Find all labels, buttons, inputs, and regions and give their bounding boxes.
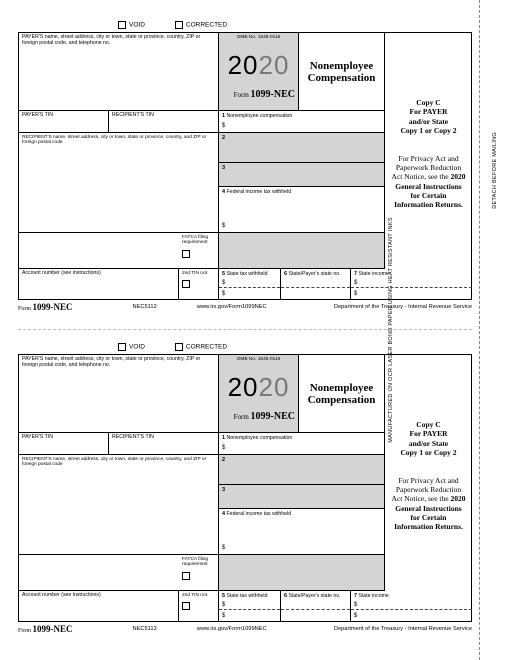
form-1099-nec-top: VOID CORRECTED PAYER'S name, street addr… xyxy=(18,18,472,314)
box-6[interactable]: 6 State/Payer's state no. xyxy=(281,591,351,622)
box-4-label: Federal income tax withheld xyxy=(227,189,292,195)
tin-not-checkbox[interactable] xyxy=(182,602,190,610)
box-1[interactable]: 1 Nonemployee compensation $ xyxy=(219,111,385,133)
recipient-tin-box[interactable]: RECIPIENT'S TIN xyxy=(109,433,219,455)
box-1-label: Nonemployee compensation xyxy=(227,113,293,119)
payer-tin-box[interactable]: PAYER'S TIN xyxy=(19,111,109,133)
page: MANUFACTURED ON OCR LASER BOND PAPER USI… xyxy=(0,0,510,660)
account-number-box[interactable]: Account number (see instructions) xyxy=(19,591,179,622)
box-7-label: State income xyxy=(359,271,389,277)
box-7[interactable]: 7 State income $ $ xyxy=(351,591,472,622)
tin-not-box: 2nd TIN not. xyxy=(179,269,219,300)
form-grid: PAYER'S name, street address, city or to… xyxy=(18,354,472,622)
footer-dept: Department of the Treasury - Internal Re… xyxy=(334,304,472,310)
recipient-name-address-box[interactable]: RECIPIENT'S name, street address, city o… xyxy=(19,133,219,233)
void-option: VOID xyxy=(118,21,145,29)
void-corrected-row: VOID CORRECTED xyxy=(18,340,472,354)
privacy-notice: For Privacy Act and Paperwork Reduction … xyxy=(388,151,469,213)
form-title: Nonemployee Compensation xyxy=(302,60,381,84)
box-6[interactable]: 6 State/Payer's state no. xyxy=(281,269,351,300)
box-5[interactable]: 5 State tax withheld $ $ xyxy=(219,591,281,622)
dollar-sign: $ xyxy=(222,123,225,130)
void-option: VOID xyxy=(118,343,145,351)
footer-form: Form 1099-NEC xyxy=(18,302,73,312)
corrected-label: CORRECTED xyxy=(186,22,227,29)
form-title-box: Nonemployee Compensation xyxy=(299,355,385,433)
payer-name-label: PAYER'S name, street address, city or to… xyxy=(22,34,200,46)
copy-sub3: Copy 1 or Copy 2 xyxy=(400,126,456,135)
omb-year-box: OMB No. 1545-0116 2020 Form 1099-NEC xyxy=(219,33,299,111)
corrected-option: CORRECTED xyxy=(175,21,227,29)
detach-note: DETACH BEFORE MAILING xyxy=(492,132,498,209)
blank-left-box xyxy=(19,233,179,269)
box-3: 3 xyxy=(219,163,385,187)
payer-tin-box[interactable]: PAYER'S TIN xyxy=(19,433,109,455)
horizontal-perforation xyxy=(18,329,472,330)
footer-code: NEC5112 xyxy=(133,304,157,310)
tax-year: 2020 xyxy=(222,50,295,81)
void-label: VOID xyxy=(129,22,145,29)
box-6-label: State/Payer's state no. xyxy=(289,271,341,277)
box-2: 2 xyxy=(219,133,385,163)
box-4[interactable]: 4 Federal income tax withheld $ xyxy=(219,187,385,233)
fatca-box: FATCA filing requirement xyxy=(179,233,219,269)
copy-sub2: and/or State xyxy=(409,117,448,126)
corrected-option: CORRECTED xyxy=(175,343,227,351)
tin-not-label: 2nd TIN not. xyxy=(182,271,208,276)
box-2: 2 xyxy=(219,455,385,485)
void-corrected-row: VOID CORRECTED xyxy=(18,18,472,32)
fatca-checkbox[interactable] xyxy=(182,572,190,580)
box-5[interactable]: 5 State tax withheld $ $ xyxy=(219,269,281,300)
copy-sub1: For PAYER xyxy=(410,107,448,116)
footer-bar: Form 1099-NEC NEC5112 www.irs.gov/Form10… xyxy=(18,622,472,636)
copy-info-box: Copy C For PAYER and/or State Copy 1 or … xyxy=(385,33,472,269)
copy-heading: Copy C xyxy=(416,98,440,107)
box-4[interactable]: 4 Federal income tax withheld $ xyxy=(219,509,385,555)
account-number-label: Account number (see instructions) xyxy=(22,270,101,276)
payer-name-address-box[interactable]: PAYER'S name, street address, city or to… xyxy=(19,33,219,111)
shaded-below-4 xyxy=(219,233,385,269)
void-checkbox[interactable] xyxy=(118,21,126,29)
omb-year-box: OMB No. 1545-0116 2020 Form 1099-NEC xyxy=(219,355,299,433)
recipient-name-address-box[interactable]: RECIPIENT'S name, street address, city o… xyxy=(19,455,219,555)
fatca-label: FATCA filing requirement xyxy=(182,235,208,245)
vertical-perforation xyxy=(479,0,480,660)
box-5-label: State tax withheld xyxy=(227,271,268,277)
fatca-box: FATCA filing requirement xyxy=(179,555,219,591)
payer-tin-label: PAYER'S TIN xyxy=(22,112,53,118)
dollar-sign: $ xyxy=(222,223,225,230)
void-checkbox[interactable] xyxy=(118,343,126,351)
form-grid: PAYER'S name, street address, city or to… xyxy=(18,32,472,300)
box-1[interactable]: 1 Nonemployee compensation $ xyxy=(219,433,385,455)
form-number-label: Form 1099-NEC xyxy=(222,89,295,100)
footer-bar: Form 1099-NEC NEC5112 www.irs.gov/Form10… xyxy=(18,300,472,314)
omb-number: OMB No. 1545-0116 xyxy=(222,35,295,40)
recipient-tin-box[interactable]: RECIPIENT'S TIN xyxy=(109,111,219,133)
payer-name-address-box[interactable]: PAYER'S name, street address, city or to… xyxy=(19,355,219,433)
form-title-box: Nonemployee Compensation xyxy=(299,33,385,111)
corrected-checkbox[interactable] xyxy=(175,21,183,29)
tax-year: 2020 xyxy=(222,372,295,403)
fatca-checkbox[interactable] xyxy=(182,250,190,258)
copy-heading-block: Copy C For PAYER and/or State Copy 1 or … xyxy=(388,95,469,139)
form-1099-nec-bottom: VOID CORRECTED PAYER'S name, street addr… xyxy=(18,340,472,636)
tin-not-box: 2nd TIN not. xyxy=(179,591,219,622)
corrected-checkbox[interactable] xyxy=(175,343,183,351)
box-3: 3 xyxy=(219,485,385,509)
footer-url: www.irs.gov/Form1099NEC xyxy=(197,304,267,310)
recipient-tin-label: RECIPIENT'S TIN xyxy=(112,112,154,118)
box-7[interactable]: 7 State income $ $ xyxy=(351,269,472,300)
account-number-box[interactable]: Account number (see instructions) xyxy=(19,269,179,300)
copy-info-box: Copy C For PAYER and/or State Copy 1 or … xyxy=(385,355,472,591)
recipient-name-label: RECIPIENT'S name, street address, city o… xyxy=(22,135,206,145)
tin-not-checkbox[interactable] xyxy=(182,280,190,288)
